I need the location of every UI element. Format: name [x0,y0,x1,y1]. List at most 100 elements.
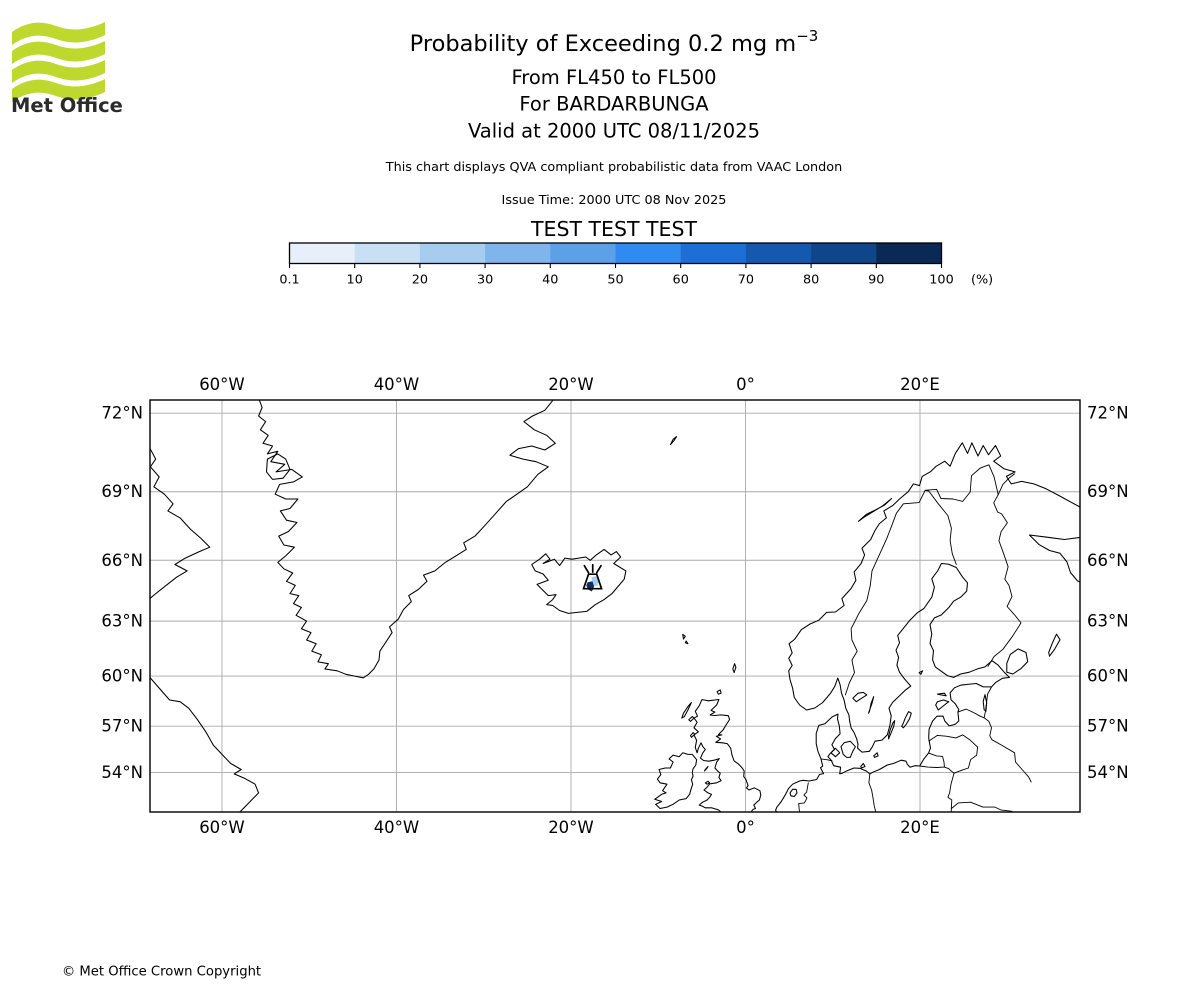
lat-label-left-63°N: 63°N [101,612,143,631]
lat-label-right-63°N: 63°N [1087,612,1129,631]
border-belarus-russia [991,739,1032,783]
chart-title: Probability of Exceeding 0.2 mg m−3 [410,27,819,57]
border-germany-netherlands [798,782,809,812]
border-estonia-latvia [957,708,985,719]
colorbar-segment-3 [485,243,551,264]
coastline-faroe-2 [684,640,689,645]
lon-label-top-20°E: 20°E [900,375,940,394]
colorbar-tick-label-10: 10 [347,273,363,288]
border-latvia-lithuania [928,734,979,748]
colorbar-tick-labels: 0.1 10 20 30 40 50 60 70 80 90 100 [279,273,953,288]
border-poland-kaliningrad [919,765,945,768]
colorbar-unit: (%) [971,273,993,288]
test-banner: TEST TEST TEST [530,217,698,241]
border-norway-finland [924,464,999,502]
coastline-funen [830,747,841,758]
chart-title-exponent: −3 [796,27,818,45]
logo-wave-band-0 [12,22,105,45]
coastline-bornholm [873,752,879,758]
coastline-shetland [732,663,737,674]
lon-label-top-0°: 0° [736,375,755,394]
volcano-marker-icon [582,563,603,590]
lon-label-bottom-40°W: 40°W [374,818,420,837]
border-germany-denmark [820,758,833,762]
logo-wave-band-1 [12,41,105,64]
lat-label-left-69°N: 69°N [101,482,143,501]
lat-label-right-54°N: 54°N [1087,763,1129,782]
colorbar-ticks [288,263,943,268]
coastline-lofoten [857,497,893,522]
subtitle-volcano: For BARDARBUNGA [519,93,709,116]
lat-label-right-66°N: 66°N [1087,551,1129,570]
coastline-oland [888,720,896,740]
colorbar-tick-label-80: 80 [803,273,819,288]
colorbar-segment-6 [680,243,747,264]
subtitle-flight-levels: From FL450 to FL500 [511,66,716,89]
lat-label-left-72°N: 72°N [101,404,143,423]
border-belarus-ukraine [950,801,1013,812]
coastline-ijsselmeer [789,788,798,798]
issue-time: Issue Time: 2000 UTC 08 Nov 2025 [502,193,727,208]
lat-label-left-66°N: 66°N [101,551,143,570]
coastline-rugen [860,762,866,769]
colorbar-tick-label-100: 100 [929,273,953,288]
coastline-saaremaa [935,699,950,711]
coastline-greenland-coast [258,400,556,679]
coastline-disko-island [265,453,291,480]
copyright-notice: © Met Office Crown Copyright [62,965,261,980]
coastline-baffin-coast [150,447,211,600]
border-norway-russia [997,473,1016,496]
colorbar-tick-label-40: 40 [542,273,558,288]
colorbar-segment-9 [876,243,942,264]
coastline-lake-onega [1048,633,1061,657]
colorbar-tick-label-60: 60 [673,273,689,288]
colorbar-segment-2 [419,243,486,264]
subtitle-valid-time: Valid at 2000 UTC 08/11/2025 [468,120,760,143]
chart-description: This chart displays QVA compliant probab… [385,160,842,175]
coastline-isle-of-man [703,765,709,772]
map-gridlines [150,400,1080,812]
lat-label-right-57°N: 57°N [1087,717,1129,736]
border-poland-germany [868,773,877,812]
lon-label-bottom-60°W: 60°W [199,818,245,837]
colorbar-tick-label-0.1: 0.1 [279,273,299,288]
map-content [150,400,1080,812]
coastline-jan-mayen [669,436,678,446]
lat-label-left-57°N: 57°N [101,717,143,736]
lon-label-top-60°W: 60°W [199,375,245,394]
map-frame [149,399,1081,813]
coastline-hiiumaa [936,692,947,697]
lon-label-bottom-20°E: 20°E [900,818,940,837]
coastline-skye [688,715,695,722]
lat-label-right-72°N: 72°N [1087,404,1129,423]
lon-label-top-40°W: 40°W [374,375,420,394]
chart-title-text: Probability of Exceeding 0.2 mg m [410,31,797,57]
colorbar-tick-label-50: 50 [607,273,623,288]
colorbar-tick-label-70: 70 [738,273,754,288]
coastline-aland [918,670,924,675]
coastline-anglesey [704,780,711,785]
colorbar-segment-4 [550,243,616,264]
colorbar-tick-label-90: 90 [868,273,884,288]
lon-label-top-20°W: 20°W [548,375,594,394]
colorbar-segment-0 [289,243,356,264]
logo-text: Met Office [11,94,123,117]
coastline-faroe-1 [682,633,686,640]
coastline-white-sea-coast [1028,534,1080,583]
coastline-great-britain [693,698,762,812]
lat-label-left-60°N: 60°N [101,667,143,686]
map-axis-labels: 60°W 60°W 40°W 40°W 20°W 20°W 0° 0° 20°E 20°E 72°N… [101,375,1128,837]
coastline-labrador-coast [150,676,260,812]
colorbar-segment-5 [615,243,682,264]
lat-label-right-60°N: 60°N [1087,667,1129,686]
coastline-orkney [716,689,722,695]
coastline-lake-vanern [852,691,868,703]
colorbar-segment-7 [745,243,812,264]
border-lithuania-belarus [953,746,979,774]
border-latvia-russia [983,717,993,741]
logo-wave-band-2 [12,60,105,83]
lon-label-bottom-20°W: 20°W [548,818,594,837]
coastline-iceland [531,548,627,614]
lon-label-bottom-0°: 0° [736,818,755,837]
coastline-lewis [681,701,692,719]
